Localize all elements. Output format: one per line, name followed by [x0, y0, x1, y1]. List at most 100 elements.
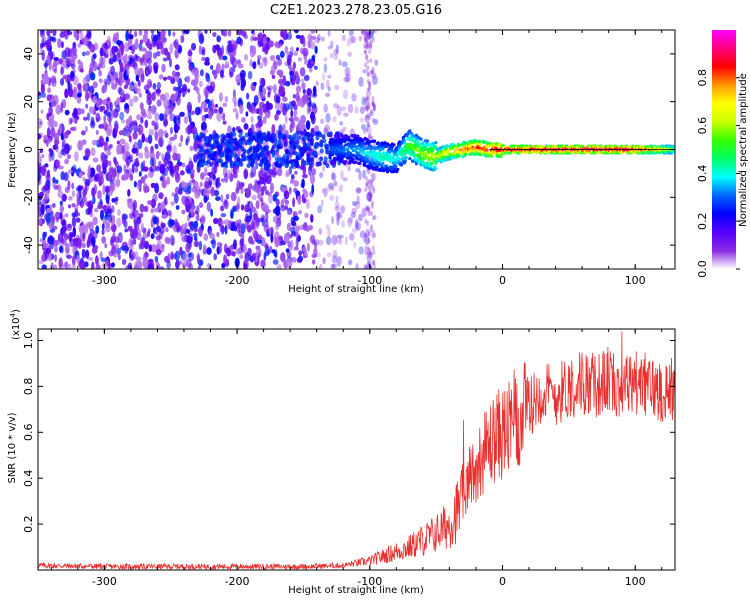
heatmap-cell	[88, 106, 95, 114]
heatmap-cell	[202, 129, 209, 134]
heatmap-cell	[80, 130, 86, 136]
heatmap-cell	[144, 119, 149, 129]
heatmap-cell	[464, 152, 468, 156]
heatmap-cell	[227, 148, 232, 154]
heatmap-cell	[138, 92, 142, 98]
heatmap-cell	[217, 148, 222, 154]
heatmap-cell	[236, 204, 240, 210]
heatmap-cell	[457, 143, 461, 147]
heatmap-cell	[51, 77, 57, 88]
heatmap-cell	[373, 118, 379, 125]
heatmap-cell	[262, 116, 267, 124]
heatmap-cell	[162, 57, 168, 62]
heatmap-cell	[127, 38, 131, 48]
heatmap-cell	[202, 244, 207, 252]
heatmap-cell	[198, 202, 204, 208]
heatmap-cell	[293, 50, 299, 57]
heatmap-cell	[340, 170, 344, 180]
heatmap-cell	[347, 103, 354, 114]
heatmap-cell	[50, 97, 54, 107]
heatmap-cell	[212, 155, 217, 161]
heatmap-cell	[230, 168, 234, 173]
heatmap-cell	[67, 48, 73, 58]
heatmap-cell	[224, 172, 229, 183]
heatmap-cell	[369, 39, 373, 45]
heatmap-cell	[366, 42, 370, 48]
heatmap-cell	[133, 251, 139, 260]
heatmap-cell	[253, 131, 258, 137]
heatmap-cell	[361, 96, 366, 106]
heatmap-cell	[305, 120, 311, 130]
heatmap-cell	[155, 151, 160, 160]
heatmap-cell	[135, 38, 139, 46]
heatmap-cell	[367, 96, 371, 102]
heatmap-cell	[250, 206, 257, 213]
heatmap-cell	[73, 204, 79, 211]
heatmap-cell	[235, 161, 240, 167]
heatmap-cell	[367, 211, 371, 217]
heatmap-cell	[366, 44, 370, 49]
heatmap-cell	[160, 244, 165, 253]
heatmap-cell	[169, 43, 174, 54]
heatmap-cell	[362, 163, 366, 167]
heatmap-cell	[370, 211, 374, 217]
heatmap-cell	[239, 237, 245, 245]
heatmap-cell	[215, 62, 221, 74]
heatmap-cell	[280, 133, 285, 138]
heatmap-cell	[333, 161, 337, 165]
heatmap-cell	[212, 32, 217, 37]
heatmap-cell	[215, 103, 218, 108]
heatmap-cell	[153, 34, 158, 42]
heatmap-cell	[369, 70, 375, 75]
heatmap-cell	[166, 144, 172, 154]
heatmap-cell	[157, 31, 161, 37]
heatmap-cell	[350, 35, 357, 44]
heatmap-cell	[59, 200, 63, 206]
heatmap-cell	[208, 147, 213, 153]
heatmap-cell	[259, 176, 263, 184]
heatmap-cell	[77, 43, 82, 48]
heatmap-cell	[302, 188, 307, 194]
heatmap-cell	[111, 262, 115, 268]
heatmap-cell	[344, 160, 348, 164]
heatmap-cell	[102, 121, 108, 131]
heatmap-cell	[289, 145, 294, 151]
heatmap-cell	[98, 180, 103, 186]
heatmap-cell	[372, 102, 376, 108]
heatmap-cell	[78, 171, 83, 178]
heatmap-cell	[371, 30, 375, 35]
heatmap-ridge-cells	[195, 129, 675, 174]
heatmap-cell	[266, 131, 271, 136]
heatmap-cell	[368, 81, 372, 87]
heatmap-cell	[167, 218, 174, 228]
heatmap-cell	[182, 93, 186, 98]
heatmap-cell	[339, 149, 343, 153]
heatmap-cell	[128, 98, 134, 107]
heatmap-cell	[51, 203, 56, 208]
heatmap-cell	[200, 172, 205, 180]
heatmap-cell	[369, 43, 373, 49]
heatmap-cell	[272, 216, 278, 223]
heatmap-cell	[90, 61, 94, 72]
heatmap-cell	[347, 166, 351, 172]
heatmap-cell	[291, 220, 297, 227]
heatmap-cell	[275, 205, 281, 216]
heatmap-cell	[106, 35, 112, 47]
heatmap-cell	[324, 129, 329, 134]
heatmap-cell	[368, 196, 372, 202]
heatmap-cell	[167, 210, 172, 217]
heatmap-cell	[371, 245, 375, 251]
heatmap-cell	[158, 74, 164, 80]
heatmap-cell	[90, 116, 95, 127]
heatmap-cell	[368, 49, 372, 55]
heatmap-cell	[152, 52, 158, 59]
heatmap-cell	[278, 78, 284, 85]
heatmap-cell	[116, 40, 122, 45]
heatmap-cell	[130, 120, 135, 127]
heatmap-cell	[299, 146, 304, 152]
heatmap-cell	[213, 69, 218, 80]
snr-y-tick-label: 0.2	[22, 515, 35, 533]
heatmap-cell	[270, 232, 274, 243]
heatmap-cell	[222, 120, 227, 125]
heatmap-cell	[76, 186, 80, 192]
